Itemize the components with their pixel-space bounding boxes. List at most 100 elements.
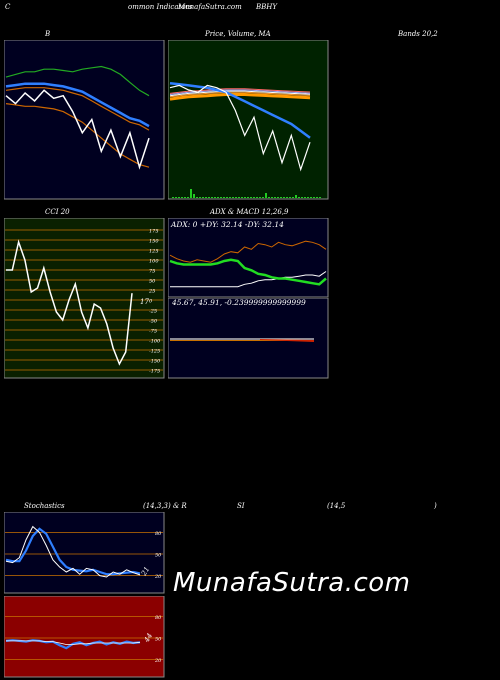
bb-lower-band (5, 103, 150, 168)
volume-bar (262, 197, 264, 198)
volume-bar (190, 189, 192, 198)
cci-tick-label: 125 (149, 249, 159, 255)
volume-bar (313, 197, 315, 198)
stoch-tick-label: 50 (155, 553, 162, 559)
stoch-title: Stochastics (24, 502, 65, 510)
adx-dy-orange (169, 240, 327, 263)
volume-bar (292, 197, 294, 198)
volume-bar (298, 197, 300, 198)
bb-ma-line (5, 82, 150, 128)
volume-bar (208, 197, 210, 198)
volume-bar (235, 197, 237, 198)
bb-upper-band (5, 65, 150, 97)
cci-tick-label: -175 (149, 369, 160, 375)
rsi-value: 44 (142, 632, 154, 645)
stoch-value: 21 (139, 565, 151, 578)
volume-bar (295, 195, 297, 198)
volume-bar (205, 197, 207, 198)
volume-bar (202, 197, 204, 198)
volume-bar (238, 197, 240, 198)
volume-bar (175, 197, 177, 198)
volume-bar (268, 197, 270, 198)
watermark: MunafaSutra.com (173, 568, 411, 598)
volume-bar (289, 197, 291, 198)
rsi-chart: 80 50 20 44 (4, 596, 165, 678)
cci-tick-label: -25 (149, 309, 157, 315)
cci-tick-label: -150 (149, 359, 161, 365)
header-site: MunafaSutra.com (178, 3, 242, 11)
bb-middle-band (5, 87, 150, 131)
stoch-tick-label: 80 (155, 531, 162, 537)
pv-ma-orange (169, 93, 311, 101)
pv-price-line (169, 84, 311, 172)
volume-bar (214, 197, 216, 198)
cci-tick-label: -75 (149, 329, 157, 335)
volume-bar (259, 197, 261, 198)
macd-text: 45.67, 45.91, -0.239999999999999 (171, 298, 306, 307)
volume-bar (187, 197, 189, 198)
rsi-ma-line (6, 640, 141, 645)
cci-tick-label: 100 (149, 259, 159, 265)
adx-text: ADX: 0 +DY: 32.14 -DY: 32.14 (170, 220, 284, 229)
volume-bar (178, 197, 180, 198)
cci-tick-label: 25 (148, 289, 155, 295)
pv-ma-line-0 (169, 91, 311, 98)
volume-bar (244, 197, 246, 198)
volume-bar (274, 197, 276, 198)
macd-chart: 45.67, 45.91, -0.239999999999999 (168, 298, 329, 379)
pv-ma-line-1 (169, 90, 311, 97)
stoch-tick-label: 20 (154, 574, 162, 580)
volume-bar (250, 197, 252, 198)
volume-bar (265, 193, 267, 198)
volume-bar (253, 197, 255, 198)
header-indicators: ommon Indicators (128, 3, 193, 11)
bands-title: B (45, 30, 51, 38)
volume-bar (199, 197, 201, 198)
volume-bar (196, 197, 198, 198)
adx-macd-title: ADX & MACD 12,26,9 (210, 208, 289, 216)
volume-bar (283, 197, 285, 198)
volume-bar (232, 197, 234, 198)
rsi-tick-label: 20 (154, 658, 162, 664)
volume-bar (316, 197, 318, 198)
volume-bar (304, 197, 306, 198)
volume-bar (181, 197, 183, 198)
volume-bar (223, 197, 225, 198)
volume-bar (277, 197, 279, 198)
volume-bar (319, 197, 321, 198)
volume-bar (172, 197, 174, 198)
adx-chart: ADX: 0 +DY: 32.14 -DY: 32.14 (168, 218, 329, 298)
volume-bar (229, 197, 231, 198)
volume-bar (211, 197, 213, 198)
volume-bar (280, 197, 282, 198)
pv-ma-line-2 (169, 89, 311, 95)
cci-tick-label: -100 (149, 339, 161, 345)
cci-chart: 175 150 125 100 75 50 25 0 -25 -50 -75 -100 -125 -150… (4, 218, 165, 379)
bands-title-right: Bands 20,2 (398, 30, 438, 38)
stochastics-chart: 80 50 20 21 (4, 512, 165, 594)
pv-ma-blue (169, 81, 311, 139)
cci-tick-label: 75 (149, 269, 155, 275)
cci-tick-label: 0 (149, 299, 153, 305)
stoch-params: (14,3,3) & R (143, 502, 187, 510)
volume-bar (271, 197, 273, 198)
rsi-tick-label: 80 (155, 615, 162, 621)
volume-bar (247, 197, 249, 198)
volume-bar (241, 197, 243, 198)
volume-bar (301, 197, 303, 198)
volume-bar (184, 197, 186, 198)
rsi-params-close: ) (434, 502, 437, 510)
volume-bar (307, 197, 309, 198)
volume-bar (310, 197, 312, 198)
volume-bar (256, 197, 258, 198)
price-title: Price, Volume, MA (205, 30, 271, 38)
rsi-params: (14,5 (327, 502, 346, 510)
header-symbol: BBHY (256, 3, 278, 11)
cci-tick-label: 50 (149, 279, 156, 285)
cci-tick-label: -50 (149, 319, 158, 325)
bollinger-chart (4, 40, 165, 200)
cci-tick-label: -125 (149, 349, 160, 355)
bb-price-line (5, 89, 150, 170)
cci-value: 17 (140, 298, 149, 306)
adx-line (169, 258, 327, 286)
